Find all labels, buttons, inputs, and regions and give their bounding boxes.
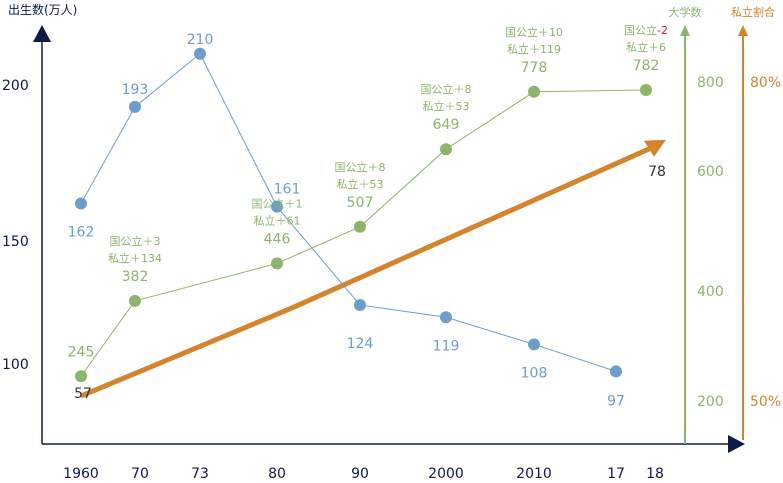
x-tick-label: 70 [131, 466, 149, 482]
births-value-label: 210 [187, 32, 214, 48]
universities-annotation-private: 私立＋134 [108, 251, 162, 265]
x-tick-label: 2000 [428, 466, 464, 482]
y2-tick-label: 800 [697, 75, 724, 91]
x-tick-label: 18 [646, 466, 664, 482]
universities-point [271, 257, 283, 270]
x-axis-arrow-icon [728, 435, 745, 453]
annotation-public-red-text: -2 [657, 24, 668, 37]
births-line [80, 53, 617, 372]
y2-axis-arrow-icon [680, 25, 690, 36]
private-ratio-end-label: 78 [648, 164, 666, 180]
universities-point [440, 143, 452, 156]
annotation-public-text: 国公立＋3 [110, 234, 161, 248]
x-tick-label: 1960 [63, 466, 99, 482]
annotation-public-text: 国公立＋8 [421, 82, 472, 96]
births-value-label: 108 [521, 365, 548, 381]
births-point [271, 200, 283, 213]
private-ratio-arrowhead-icon [644, 139, 666, 157]
universities-value-label: 782 [633, 58, 660, 74]
universities-annotation-public: 国公立＋3 [110, 234, 161, 248]
y-tick-label: 100 [2, 357, 29, 373]
universities-value-label: 382 [122, 269, 149, 285]
universities-annotation-public: 国公立＋1 [252, 196, 303, 210]
births-point [354, 298, 366, 311]
x-tick-label: 73 [191, 466, 209, 482]
x-tick-label: 90 [351, 466, 369, 482]
births-value-label: 162 [68, 225, 95, 241]
y2-tick-label: 600 [697, 164, 724, 180]
universities-annotation-public: 国公立＋8 [335, 160, 386, 174]
universities-annotation-public: 国公立＋8 [421, 82, 472, 96]
births-point [194, 47, 206, 60]
universities-value-label: 446 [264, 231, 291, 247]
universities-annotation-public: 国公立-2 [624, 23, 668, 37]
universities-line [80, 89, 647, 377]
y3-axis-arrow-icon [738, 25, 748, 36]
annotation-public-text: 国公立＋10 [505, 25, 563, 39]
universities-annotation-public: 国公立＋10 [505, 25, 563, 39]
births-value-label: 119 [433, 338, 460, 354]
universities-point [640, 84, 652, 97]
births-value-label: 124 [347, 336, 374, 352]
universities-annotation-private: 私立＋6 [626, 40, 666, 54]
births-value-label: 97 [607, 393, 625, 409]
births-point [75, 197, 87, 210]
y-tick-label: 200 [2, 78, 29, 94]
universities-annotation-private: 私立＋53 [337, 177, 384, 191]
y3-tick-label: 80% [750, 75, 781, 91]
annotation-public-text: 国公立＋1 [252, 196, 303, 210]
universities-point [528, 85, 540, 98]
y2-axis-label: 大学数 [669, 5, 702, 19]
births-point [610, 365, 622, 378]
universities-annotation-private: 私立＋119 [507, 42, 561, 56]
births-value-label: 161 [274, 182, 301, 198]
universities-point [129, 294, 141, 307]
annotation-public-text: 国公立＋8 [335, 160, 386, 174]
births-point [440, 311, 452, 324]
births-value-label: 193 [122, 82, 149, 98]
y3-tick-label: 50% [750, 394, 781, 410]
private-ratio-start-label: 57 [74, 386, 92, 402]
private-ratio-line [80, 143, 658, 399]
y2-tick-label: 400 [697, 284, 724, 300]
universities-value-label: 507 [347, 195, 374, 211]
universities-value-label: 649 [433, 117, 460, 133]
universities-annotation-private: 私立＋61 [254, 213, 301, 227]
universities-point [354, 220, 366, 233]
universities-value-label: 778 [521, 60, 548, 76]
x-tick-label: 17 [607, 466, 625, 482]
x-tick-label: 80 [268, 466, 286, 482]
x-tick-label: 2010 [516, 466, 552, 482]
y-tick-label: 150 [2, 234, 29, 250]
y-axis-label: 出生数(万人) [8, 2, 77, 17]
universities-annotation-private: 私立＋53 [423, 99, 470, 113]
births-point [129, 100, 141, 113]
universities-value-label: 245 [68, 344, 95, 360]
y3-axis-label: 私立割合 [731, 5, 775, 19]
y2-tick-label: 200 [697, 394, 724, 410]
universities-point [75, 370, 87, 383]
births-point [528, 338, 540, 351]
y-axis-arrow-icon [33, 25, 51, 42]
annotation-public-text: 国公立 [624, 23, 657, 37]
